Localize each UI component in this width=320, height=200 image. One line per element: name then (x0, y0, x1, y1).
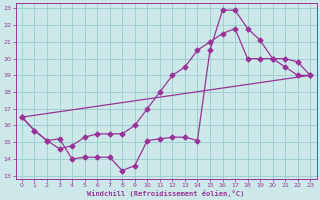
X-axis label: Windchill (Refroidissement éolien,°C): Windchill (Refroidissement éolien,°C) (87, 190, 245, 197)
